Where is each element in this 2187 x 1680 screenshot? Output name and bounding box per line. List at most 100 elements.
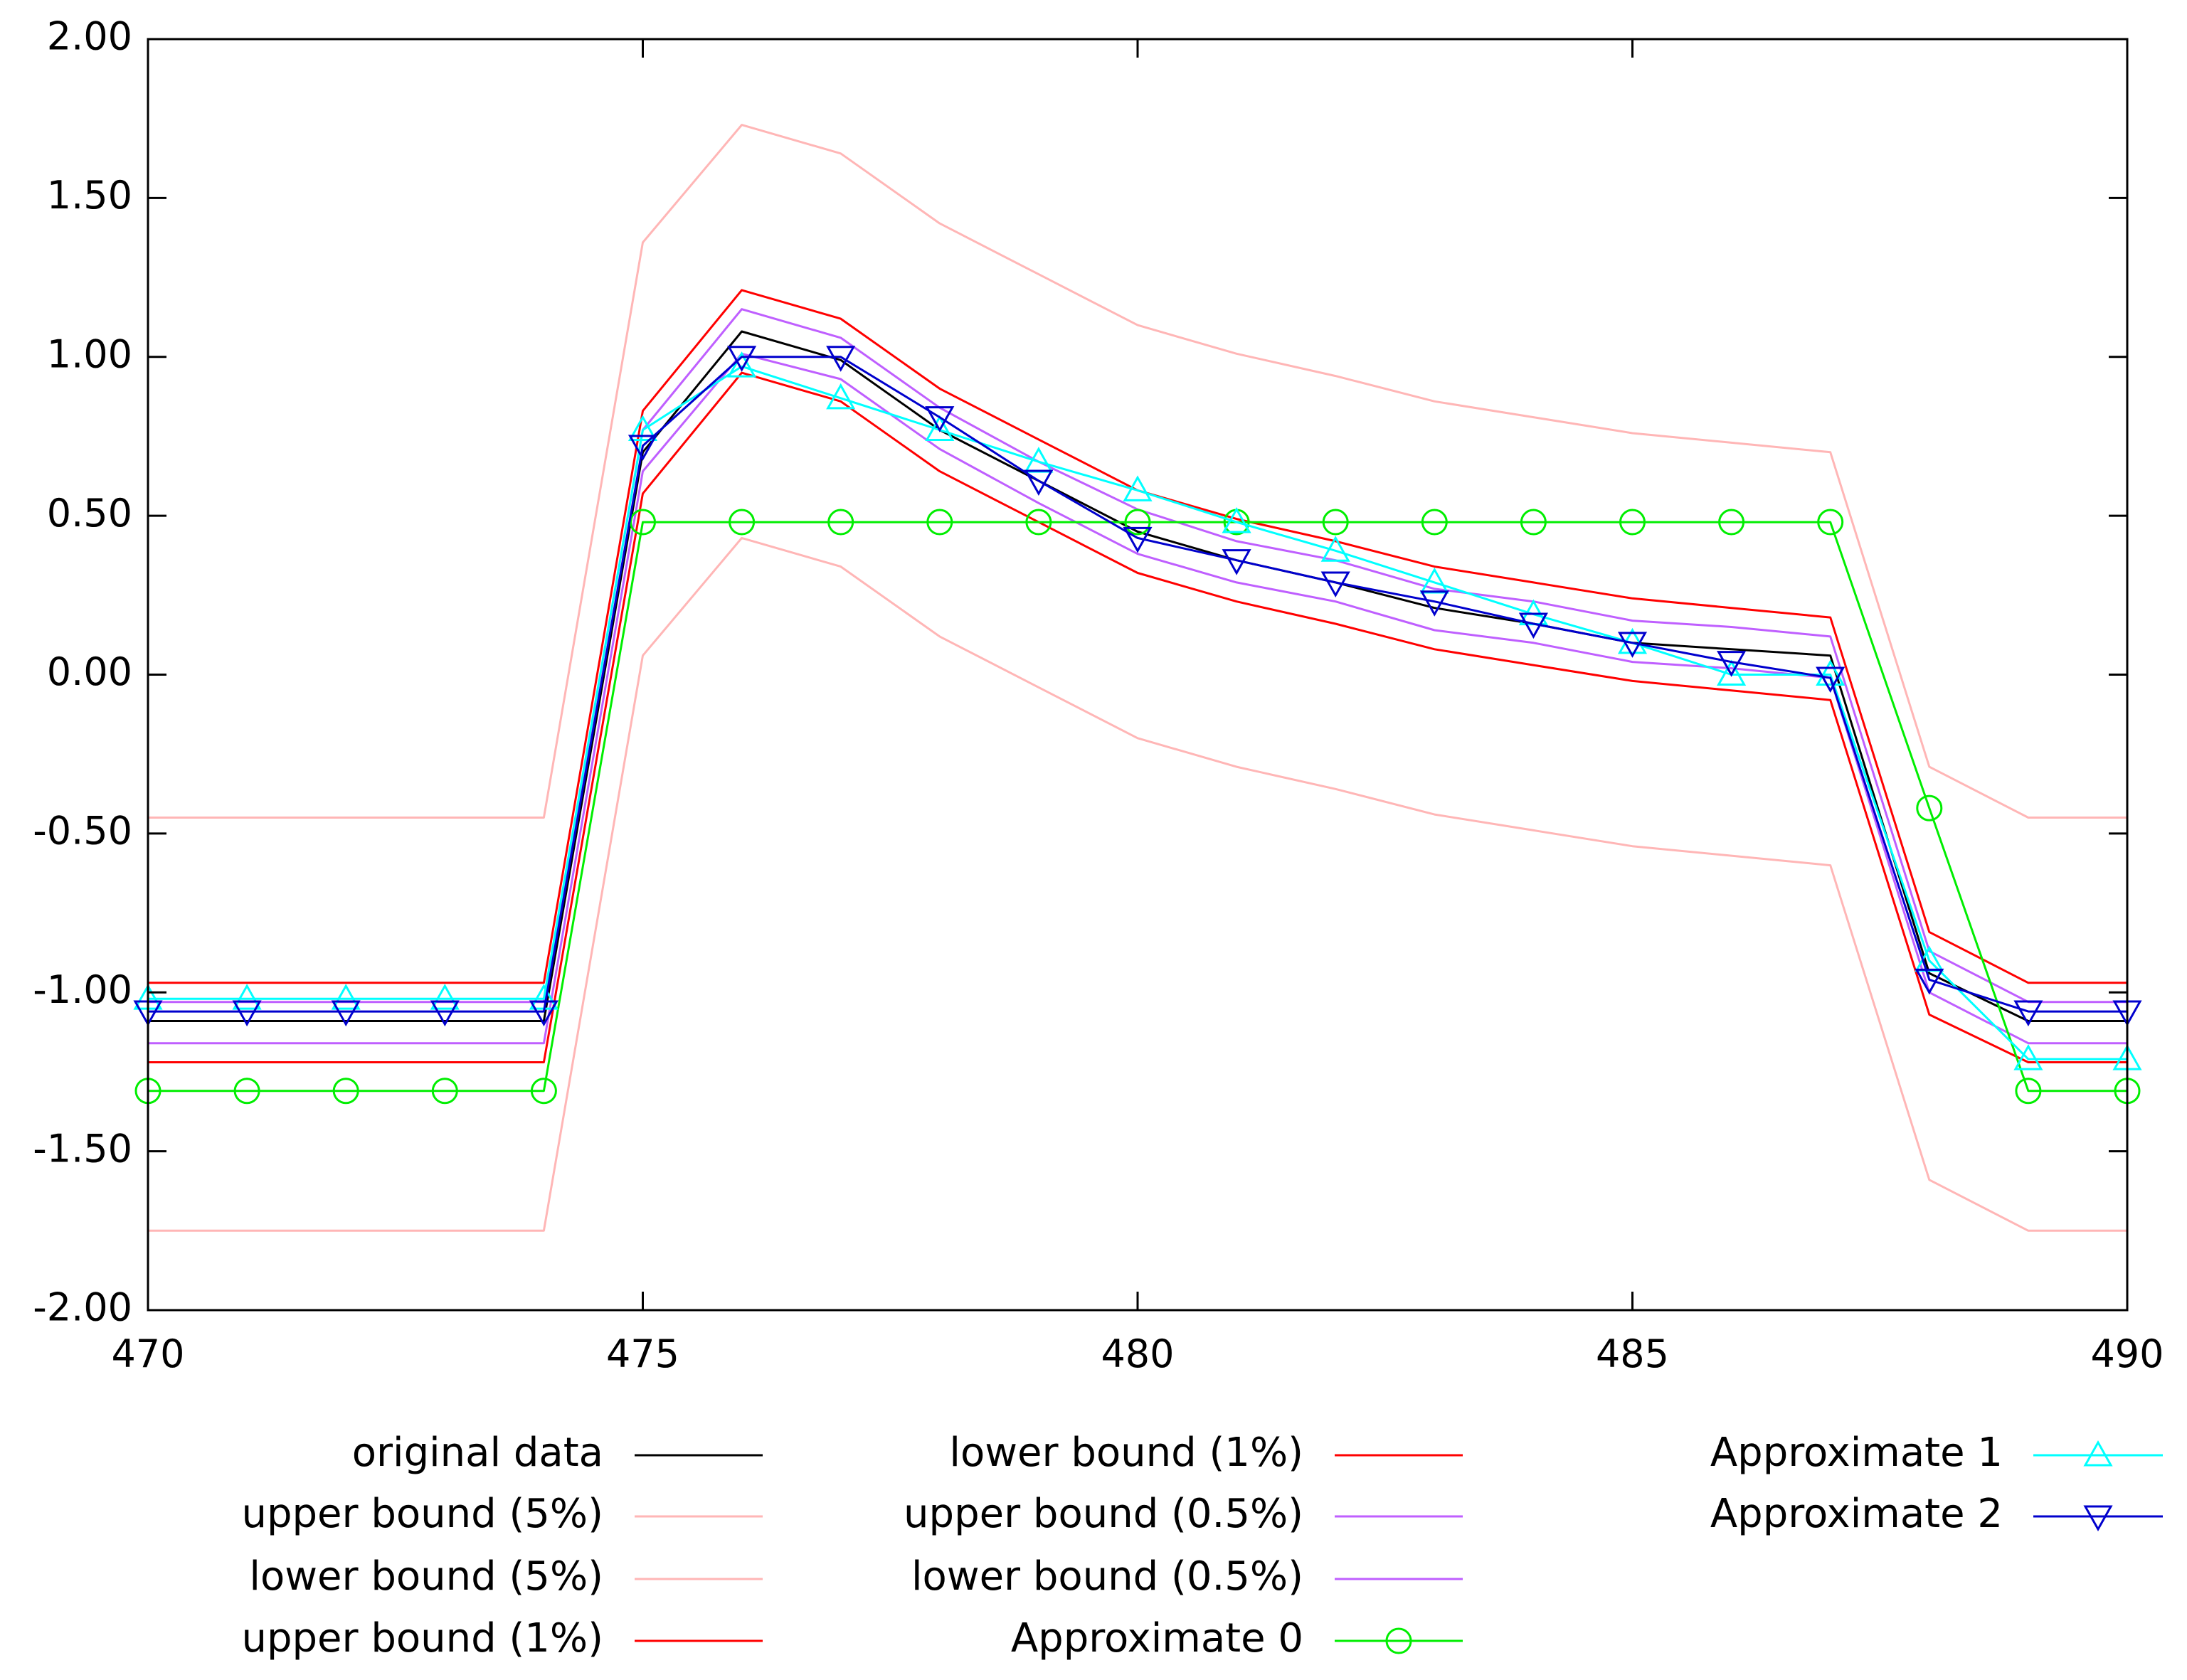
data-point-approximate-1 <box>627 415 658 442</box>
data-point-approximate-2 <box>2013 1000 2043 1027</box>
y-tick-label: -1.50 <box>33 1126 132 1171</box>
data-point-approximate-0 <box>2015 1078 2042 1105</box>
y-tick-label: 0.00 <box>47 649 132 694</box>
legend-entry-upper-bound-0-5: upper bound (0.5%) <box>904 1491 1463 1537</box>
data-point-approximate-2 <box>232 1000 262 1027</box>
data-point-approximate-0 <box>332 1078 359 1105</box>
x-tick-label: 490 <box>2090 1331 2164 1376</box>
series-line-upper-bound-5 <box>148 124 2127 819</box>
data-point-approximate-2 <box>1320 571 1350 598</box>
legend-label: lower bound (1%) <box>949 1430 1303 1476</box>
legend-label: upper bound (5%) <box>241 1491 603 1537</box>
legend: original data upper bound (5%) lower bound… <box>241 1430 2163 1662</box>
data-point-approximate-1 <box>727 351 757 378</box>
data-point-approximate-1 <box>232 984 262 1010</box>
legend-label: upper bound (0.5%) <box>904 1491 1303 1537</box>
data-point-approximate-0 <box>1322 509 1349 536</box>
data-point-approximate-0 <box>926 509 953 536</box>
x-tick-label: 470 <box>111 1331 184 1376</box>
data-point-approximate-1 <box>925 415 955 442</box>
legend-entry-lower-bound-5: lower bound (5%) <box>249 1553 763 1600</box>
series-layer <box>133 124 2142 1232</box>
series-lower-bound-5 <box>148 536 2127 1232</box>
legend-label: lower bound (5%) <box>249 1553 603 1600</box>
data-point-approximate-0 <box>1025 509 1052 536</box>
legend-label: original data <box>352 1430 603 1476</box>
data-point-approximate-2 <box>925 406 955 432</box>
series-lower-bound-1 <box>148 371 2127 1063</box>
series-line-approximate-0 <box>148 521 2127 1092</box>
x-tick-label: 475 <box>606 1331 679 1376</box>
data-point-approximate-2 <box>1915 968 1944 995</box>
series-line-lower-bound-5 <box>148 536 2127 1232</box>
data-point-approximate-2 <box>1123 526 1153 553</box>
legend-swatch-marker <box>1385 1627 1412 1654</box>
data-point-approximate-0 <box>729 509 756 536</box>
data-point-approximate-1 <box>1123 475 1153 501</box>
legend-label: Approximate 0 <box>1011 1615 1303 1662</box>
data-point-approximate-2 <box>1518 612 1548 639</box>
legend-swatch-marker <box>2083 1440 2113 1467</box>
data-point-approximate-2 <box>331 1000 361 1027</box>
legend-swatch-marker <box>2083 1505 2113 1532</box>
series-line-approximate-2 <box>148 356 2127 1013</box>
data-point-approximate-1 <box>1320 536 1350 562</box>
legend-entry-lower-bound-1: lower bound (1%) <box>949 1430 1463 1476</box>
data-point-approximate-2 <box>627 435 658 461</box>
legend-label: lower bound (0.5%) <box>911 1553 1303 1600</box>
legend-entry-lower-bound-0-5: lower bound (0.5%) <box>911 1553 1463 1600</box>
data-point-approximate-0 <box>1916 794 1943 822</box>
data-point-approximate-1 <box>331 984 361 1010</box>
data-point-approximate-0 <box>1124 509 1151 536</box>
data-point-approximate-1 <box>826 383 856 410</box>
y-tick-label: 1.50 <box>47 173 132 218</box>
data-point-approximate-0 <box>1817 509 1844 536</box>
data-point-approximate-0 <box>630 509 656 536</box>
data-point-approximate-1 <box>2013 1044 2043 1070</box>
data-point-approximate-1 <box>1717 659 1747 686</box>
series-line-original-data <box>148 330 2127 1022</box>
data-point-approximate-2 <box>1617 632 1648 658</box>
data-point-approximate-0 <box>1421 509 1448 536</box>
data-point-approximate-2 <box>1222 549 1251 575</box>
series-approximate-0 <box>134 509 2141 1105</box>
data-point-approximate-1 <box>1816 659 1846 686</box>
series-upper-bound-5 <box>148 124 2127 819</box>
data-point-approximate-0 <box>827 509 854 536</box>
y-tick-label: -0.50 <box>33 809 132 854</box>
data-point-approximate-2 <box>727 346 757 372</box>
data-point-approximate-1 <box>430 984 460 1010</box>
data-point-approximate-2 <box>1816 666 1846 693</box>
data-point-approximate-2 <box>529 1000 558 1027</box>
series-line-lower-bound-1 <box>148 371 2127 1063</box>
legend-label: Approximate 1 <box>1710 1430 2003 1476</box>
y-tick-label: -1.00 <box>33 967 132 1012</box>
data-point-approximate-2 <box>1717 651 1747 677</box>
data-point-approximate-2 <box>1024 469 1054 496</box>
legend-entry-upper-bound-5: upper bound (5%) <box>241 1491 763 1537</box>
data-point-approximate-0 <box>1619 509 1646 536</box>
legend-entry-approximate-2: Approximate 2 <box>1710 1491 2163 1537</box>
data-point-approximate-2 <box>1419 590 1449 617</box>
data-point-approximate-0 <box>431 1078 458 1105</box>
x-tick-label: 480 <box>1101 1331 1174 1376</box>
legend-label: upper bound (1%) <box>241 1615 603 1662</box>
data-point-approximate-2 <box>826 346 856 372</box>
legend-entry-approximate-0: Approximate 0 <box>1011 1615 1463 1662</box>
x-tick-label: 485 <box>1596 1331 1669 1376</box>
data-point-approximate-1 <box>1222 507 1251 533</box>
data-point-approximate-0 <box>1718 509 1745 536</box>
y-tick-label: 2.00 <box>47 14 132 59</box>
data-point-approximate-0 <box>530 1078 557 1105</box>
series-line-approximate-1 <box>148 365 2127 1060</box>
series-original-data <box>148 330 2127 1022</box>
series-approximate-2 <box>133 346 2142 1027</box>
legend-entry-approximate-1: Approximate 1 <box>1710 1430 2163 1476</box>
data-point-approximate-0 <box>1520 509 1547 536</box>
legend-label: Approximate 2 <box>1710 1491 2003 1537</box>
axes-layer: 2.00 1.50 1.00 0.50 0.00 -0.50 -1.00 -1.50 -2.00… <box>33 14 2164 1376</box>
y-tick-label: 0.50 <box>47 491 132 536</box>
legend-entry-upper-bound-1: upper bound (1%) <box>241 1615 763 1662</box>
y-tick-label: -2.00 <box>33 1285 132 1330</box>
